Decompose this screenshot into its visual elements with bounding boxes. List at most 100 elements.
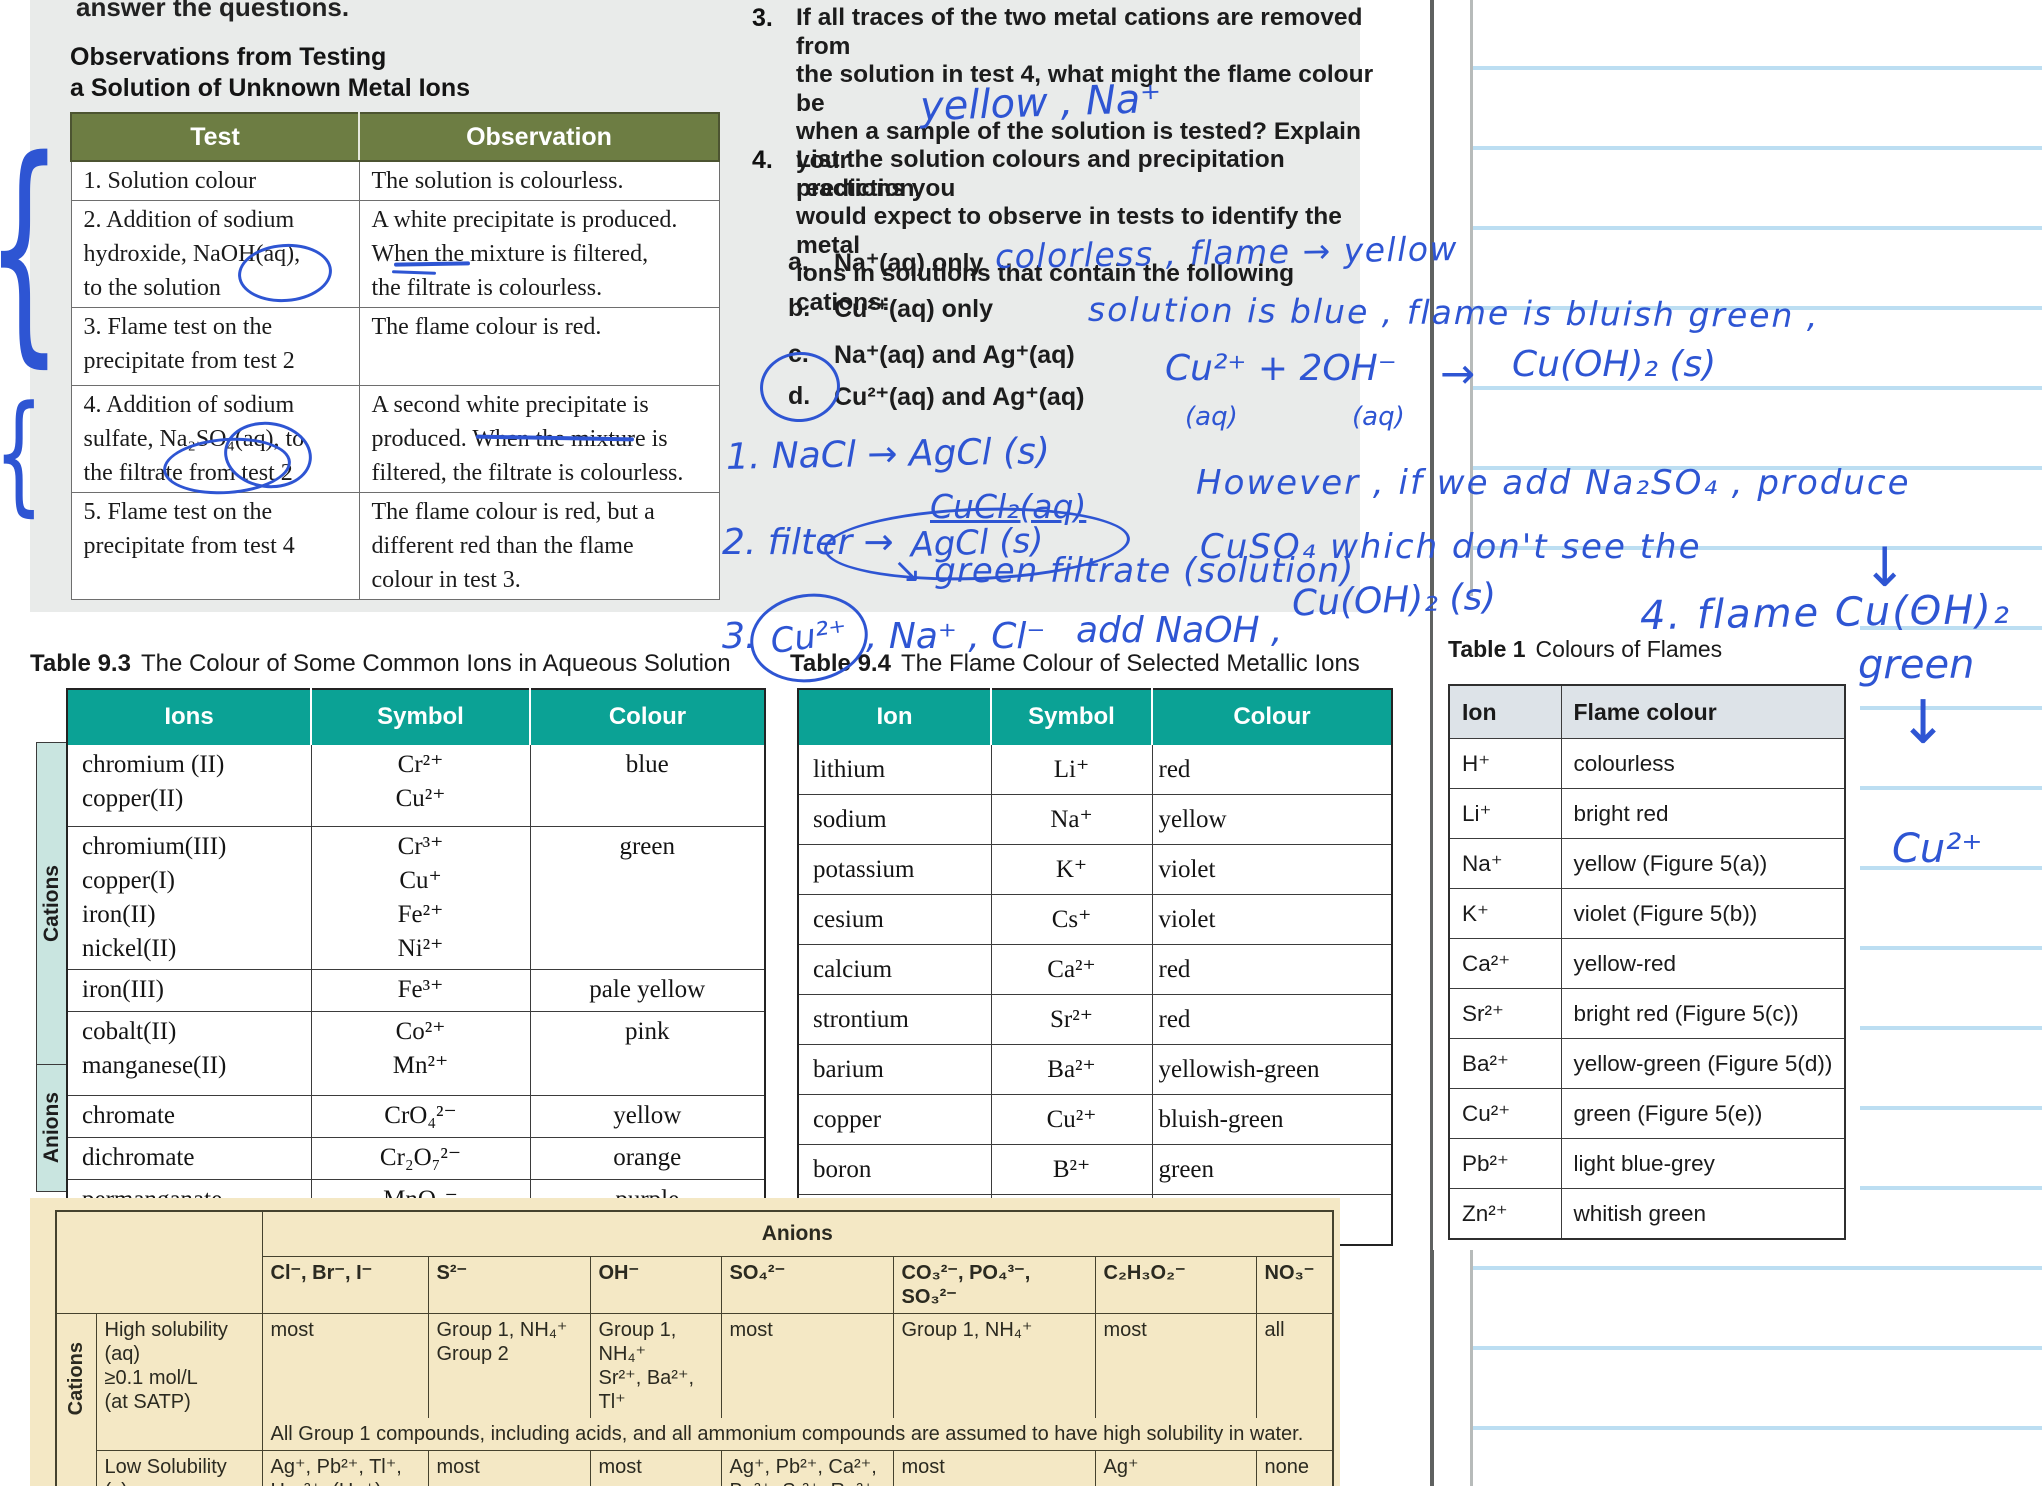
table-row: Cu²⁺ green (Figure 5(e))	[1448, 1088, 1846, 1139]
cell: Group 1, NH₄⁺ Group 2	[427, 1313, 591, 1418]
hw-step3-rest: add NaOH ,	[1076, 610, 1283, 651]
list-item-c-text: Na⁺(aq) and Ag⁺(aq)	[834, 341, 1075, 369]
table-row: strontium Sr²⁺ red	[797, 994, 1393, 1045]
cell-observation: A white precipitate is produced. When th…	[358, 200, 720, 308]
header-hydroxide: OH⁻	[589, 1256, 722, 1314]
question-3-text: If all traces of the two metal cations a…	[796, 4, 1374, 202]
cell-colour: yellow	[1151, 794, 1393, 845]
cell-test: 5. Flame test on the precipitate from te…	[70, 492, 360, 600]
table94-caption: Table 9.4 The Flame Colour of Selected Me…	[790, 650, 1360, 678]
cell-ions: cobalt(II) manganese(II)	[66, 1011, 312, 1096]
cell-symbol: Cr²⁺ Cu²⁺	[310, 744, 531, 827]
cell-ion: Ba²⁺	[1448, 1038, 1562, 1089]
cell-colour: red	[1151, 944, 1393, 995]
anions-header: Anions	[261, 1210, 1334, 1257]
hw-cuso4-line: CuSO₄ which don't see the	[1200, 527, 1702, 567]
hw-q3-answer: yellow , Na⁺	[919, 75, 1163, 131]
cell-ion: Pb²⁺	[1448, 1138, 1562, 1189]
table-row: 2. Addition of sodium hydroxide, NaOH(aq…	[70, 200, 720, 308]
list-item-d-text: Cu²⁺(aq) and Ag⁺(aq)	[834, 383, 1085, 411]
hw-step4-arrow: ↓	[1898, 688, 1949, 758]
table-row: cesium Cs⁺ violet	[797, 894, 1393, 945]
cell-symbol: Fe³⁺	[310, 969, 531, 1012]
cell: most	[261, 1313, 429, 1418]
cell-colour: violet (Figure 5(b))	[1560, 888, 1846, 939]
header-carbonate-group: CO₃²⁻, PO₄³⁻, SO₃²⁻	[892, 1256, 1096, 1314]
table-row: 1. Solution colour The solution is colou…	[70, 160, 720, 201]
table93-cations-strip: Cations	[36, 742, 68, 1066]
table1-caption-text: Colours of Flames	[1535, 636, 1723, 662]
table93-caption-text: The Colour of Some Common Ions in Aqueou…	[140, 650, 731, 677]
table-row: dichromate Cr₂O₇²⁻ orange	[66, 1137, 766, 1180]
cell-symbol: Sr²⁺	[990, 994, 1153, 1045]
cations-label: Cations	[65, 1342, 88, 1416]
header-colour: Colour	[1151, 688, 1393, 745]
hw-cuso4-down-arrow: ↓	[1862, 536, 1908, 599]
cell-observation: The flame colour is red.	[358, 307, 720, 386]
header-flame-colour: Flame colour	[1560, 684, 1846, 739]
table-row: Ca²⁺ yellow-red	[1448, 938, 1846, 989]
cell-ions: iron(III)	[66, 969, 312, 1012]
cell-colour: orange	[529, 1137, 766, 1180]
header-nitrate: NO₃⁻	[1255, 1256, 1334, 1314]
cell-ions: chromium(III) copper(I) iron(II) nickel(…	[66, 826, 312, 970]
high-solubility-label: High solubility (aq) ≥0.1 mol/L (at SATP…	[95, 1313, 263, 1451]
cell-test: 4. Addition of sodium sulfate, Na₂SO₄(aq…	[70, 385, 360, 493]
cell-ion: strontium	[797, 994, 992, 1045]
header-acetate: C₂H₃O₂⁻	[1094, 1256, 1257, 1314]
table-1-flames: Ion Flame colour H⁺ colourless Li⁺ bright …	[1448, 684, 1846, 1240]
cell-ion: cesium	[797, 894, 992, 945]
table-row: Ba²⁺ yellow-green (Figure 5(d))	[1448, 1038, 1846, 1089]
hw-cuso4-dash: -	[1916, 586, 1929, 627]
list-item-d-label: d.	[788, 382, 811, 410]
table-9-4: Ion Symbol Colour lithium Li⁺ red sodium Na…	[797, 688, 1393, 1246]
cell: all	[1255, 1313, 1334, 1418]
cell-ion: boron	[797, 1144, 992, 1195]
cell-colour: green	[1151, 1144, 1393, 1195]
hw-step4-ion: Cu²⁺	[1892, 826, 1983, 872]
cell-ion: Zn²⁺	[1448, 1188, 1562, 1240]
cations-label: Cations	[40, 865, 63, 943]
table-row: K⁺ violet (Figure 5(b))	[1448, 888, 1846, 939]
cell-colour: whitish green	[1560, 1188, 1846, 1240]
hw-equation-aq2: (aq)	[1352, 402, 1405, 432]
margin-line-dark	[1430, 0, 1434, 1486]
cell-ion: Cu²⁺	[1448, 1088, 1562, 1139]
cell-colour: red	[1151, 994, 1393, 1045]
table-row: lithium Li⁺ red	[797, 744, 1393, 795]
cell-colour: yellowish-green	[1151, 1044, 1393, 1095]
cell: Ag⁺, Pb²⁺, Ca²⁺, Ba²⁺, Sr²⁺, Ra²⁺	[720, 1450, 894, 1486]
cell-observation: The flame colour is red, but a different…	[358, 492, 720, 600]
low-solubility-label: Low Solubility (s) <0.1 mol/L (at SATP)	[95, 1450, 263, 1486]
cell: none	[1255, 1450, 1334, 1486]
question-3-number: 3.	[752, 4, 773, 32]
cell-colour: pink	[529, 1011, 766, 1096]
table94-caption-text: The Flame Colour of Selected Metallic Io…	[900, 650, 1360, 677]
table-row: sodium Na⁺ yellow	[797, 794, 1393, 845]
header-halides: Cl⁻, Br⁻, I⁻	[261, 1256, 429, 1314]
cell-symbol: Cr₂O₇²⁻	[310, 1137, 531, 1180]
cell: Ag⁺, Pb²⁺, Tl⁺, Hg₂²⁺, (Hg⁺), Cu⁺	[261, 1450, 429, 1486]
cell-ion: potassium	[797, 844, 992, 895]
cell: most	[892, 1450, 1096, 1486]
solubility-card: Anions Cl⁻, Br⁻, I⁻ S²⁻ OH⁻ SO₄²⁻ CO₃²⁻,…	[30, 1198, 1340, 1486]
question-4-text: List the solution colours and precipitat…	[796, 146, 1342, 316]
cell-symbol: Na⁺	[990, 794, 1153, 845]
table-row: boron B²⁺ green	[797, 1144, 1393, 1195]
cell-colour: bright red	[1560, 788, 1846, 839]
cell-ion: Na⁺	[1448, 838, 1562, 889]
cell-colour: yellow-green (Figure 5(d))	[1560, 1038, 1846, 1089]
header-sulfide: S²⁻	[427, 1256, 591, 1314]
table-9-3: Ions Symbol Colour chromium (II) copper(…	[66, 688, 766, 1223]
cell-ion: H⁺	[1448, 738, 1562, 789]
observations-caption: Observations from Testing a Solution of …	[70, 43, 470, 102]
list-item-b-text: Cu²⁺(aq) only	[834, 295, 994, 323]
cell-colour: violet	[1151, 844, 1393, 895]
header-colour: Colour	[529, 688, 766, 745]
cell-symbol: Li⁺	[990, 744, 1153, 795]
table-row: Test Observation	[70, 112, 720, 162]
cell-ion: sodium	[797, 794, 992, 845]
hw-brace-tests-4-5: {	[0, 388, 44, 518]
cell-ions: chromate	[66, 1095, 312, 1138]
cell-ion: copper	[797, 1094, 992, 1145]
